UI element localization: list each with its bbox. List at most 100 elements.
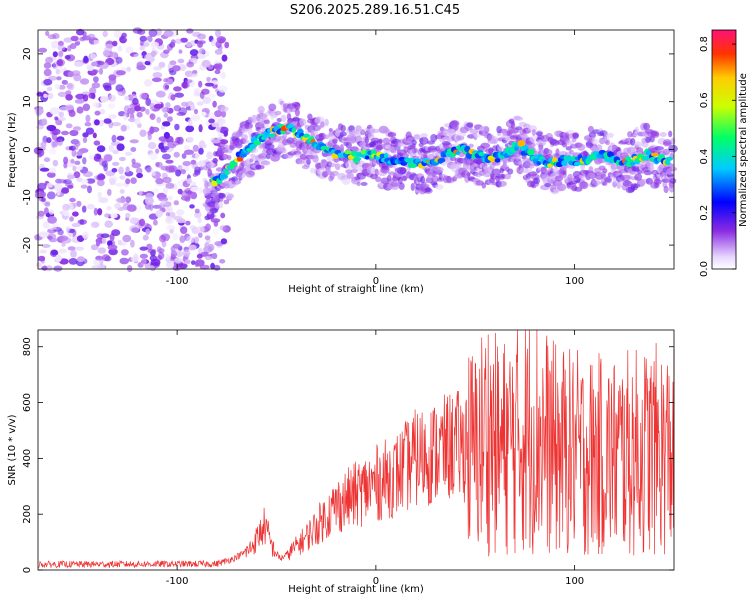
noise-blob bbox=[72, 165, 77, 172]
noise-blob bbox=[94, 119, 100, 126]
noise-blob bbox=[185, 220, 191, 226]
noise-blob bbox=[93, 259, 102, 266]
halo-blob bbox=[339, 144, 344, 152]
halo-blob bbox=[397, 176, 403, 185]
noise-blob bbox=[190, 186, 200, 192]
noise-blob bbox=[97, 247, 107, 254]
noise-blob bbox=[110, 51, 118, 58]
halo-blob bbox=[345, 141, 352, 149]
noise-blob bbox=[103, 118, 112, 124]
halo-blob bbox=[206, 162, 217, 169]
halo-blob bbox=[341, 177, 351, 186]
y-tick-label: 0 bbox=[22, 146, 33, 152]
ridge-blob bbox=[629, 161, 636, 166]
noise-blob bbox=[36, 262, 42, 268]
ridge-blob bbox=[344, 150, 352, 155]
noise-blob bbox=[92, 132, 97, 139]
noise-blob bbox=[195, 152, 200, 161]
noise-blob bbox=[102, 30, 108, 38]
ridge-blob bbox=[236, 156, 243, 162]
noise-blob bbox=[163, 30, 174, 38]
noise-blob bbox=[65, 123, 73, 129]
noise-blob bbox=[75, 93, 86, 100]
noise-blob bbox=[62, 210, 70, 217]
noise-blob bbox=[43, 78, 53, 86]
noise-blob bbox=[190, 114, 201, 122]
noise-blob bbox=[39, 249, 48, 254]
noise-blob bbox=[121, 32, 127, 38]
halo-blob bbox=[513, 116, 524, 121]
snr-panel: -100 0 100 0 200 400 600 800 Height of straight… bbox=[7, 329, 675, 595]
noise-blob bbox=[130, 239, 135, 248]
noise-blob bbox=[45, 30, 50, 37]
noise-blob bbox=[160, 200, 167, 205]
noise-blob bbox=[173, 200, 179, 206]
noise-blob bbox=[219, 225, 227, 231]
y-tick-label: 10 bbox=[22, 95, 33, 108]
noise-blob bbox=[155, 210, 163, 218]
halo-blob bbox=[496, 180, 507, 187]
noise-blob bbox=[116, 197, 127, 204]
noise-blob bbox=[65, 94, 73, 101]
noise-blob bbox=[91, 265, 102, 270]
noise-blob bbox=[125, 196, 132, 203]
ridge-blob bbox=[536, 161, 542, 166]
halo-blob bbox=[356, 181, 361, 187]
ridge-blob bbox=[354, 156, 362, 162]
noise-blob bbox=[221, 54, 228, 62]
noise-blob bbox=[177, 58, 185, 64]
noise-blob bbox=[47, 216, 57, 224]
halo-blob bbox=[634, 173, 643, 181]
noise-blob bbox=[119, 189, 125, 194]
noise-blob bbox=[174, 92, 184, 98]
halo-blob bbox=[491, 168, 501, 175]
noise-blob bbox=[161, 153, 171, 160]
noise-blob bbox=[111, 229, 121, 237]
halo-blob bbox=[634, 141, 643, 148]
halo-blob bbox=[600, 174, 607, 179]
noise-blob bbox=[188, 73, 198, 78]
noise-blob bbox=[99, 174, 106, 180]
noise-blob bbox=[163, 131, 170, 139]
noise-blob bbox=[185, 125, 195, 133]
halo-blob bbox=[218, 201, 224, 209]
noise-blob bbox=[176, 112, 186, 116]
noise-blob bbox=[144, 79, 153, 87]
halo-blob bbox=[248, 170, 255, 176]
halo-blob bbox=[413, 147, 418, 153]
halo-blob bbox=[370, 128, 380, 134]
noise-blob bbox=[153, 66, 162, 71]
halo-blob bbox=[387, 132, 397, 137]
noise-blob bbox=[194, 259, 205, 267]
halo-blob bbox=[602, 168, 608, 174]
noise-blob bbox=[108, 94, 116, 103]
noise-blob bbox=[125, 212, 131, 219]
noise-blob bbox=[47, 92, 54, 100]
noise-blob bbox=[180, 169, 187, 175]
noise-blob bbox=[158, 61, 166, 68]
noise-blob bbox=[134, 117, 141, 125]
noise-blob bbox=[174, 257, 183, 264]
noise-blob bbox=[62, 203, 70, 212]
noise-blob bbox=[139, 35, 147, 42]
noise-blob bbox=[124, 95, 130, 101]
noise-blob bbox=[84, 122, 92, 127]
noise-blob bbox=[86, 178, 96, 184]
noise-blob bbox=[111, 134, 117, 143]
noise-blob bbox=[131, 162, 142, 169]
y-tick-label: -10 bbox=[22, 189, 33, 205]
noise-blob bbox=[69, 197, 76, 203]
halo-blob bbox=[350, 168, 358, 173]
noise-blob bbox=[151, 77, 162, 83]
noise-blob bbox=[212, 157, 218, 164]
noise-blob bbox=[65, 182, 74, 188]
noise-blob bbox=[74, 40, 81, 46]
noise-blob bbox=[56, 76, 62, 81]
noise-blob bbox=[120, 124, 127, 132]
noise-blob bbox=[214, 110, 223, 118]
noise-blob bbox=[162, 146, 170, 151]
noise-blob bbox=[176, 209, 185, 216]
noise-blob bbox=[52, 51, 58, 58]
noise-blob bbox=[76, 256, 85, 263]
halo-blob bbox=[565, 146, 572, 151]
